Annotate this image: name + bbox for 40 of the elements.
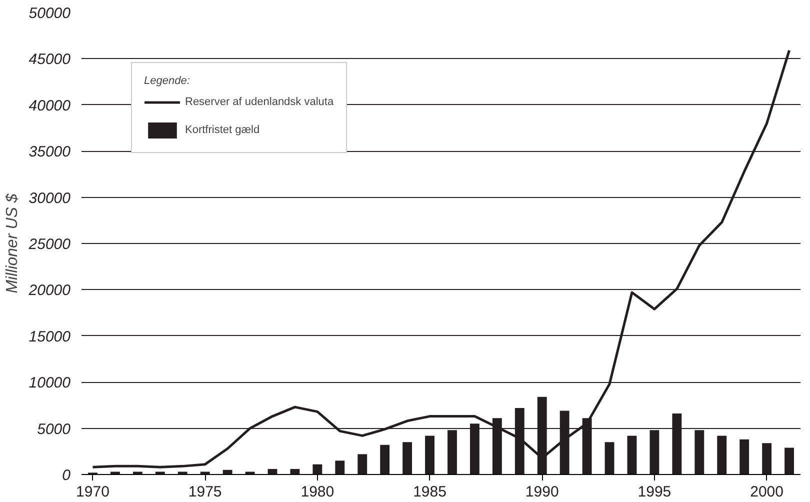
bar [290,468,300,474]
bar [110,472,120,474]
legend-label: Kortfristet gæld [185,124,260,136]
bar [762,443,772,474]
bar [784,448,794,474]
x-tick-label: 1980 [300,484,334,500]
bar [178,472,188,474]
bar [425,436,434,474]
y-tick-label: 25000 [28,236,72,253]
y-tick-label: 50000 [28,5,72,22]
bar [740,439,750,474]
bar [132,472,142,474]
y-tick-label: 15000 [28,328,72,346]
y-axis-title: Millioner US $ [4,192,21,294]
y-tick-label: 10000 [28,374,72,392]
y-tick-label: 0 [62,467,72,484]
bar [380,444,390,474]
x-tick-label: 1985 [413,484,446,500]
legend-label: Reserver af udenlandsk valuta [185,96,334,108]
bar [604,442,614,474]
x-tick-label: 1975 [188,484,222,500]
bar [358,454,368,474]
y-tick-label: 45000 [28,51,72,68]
y-tick-label: 5000 [37,420,72,438]
x-tick-label: 1995 [638,484,672,500]
legend-title: Legende: [144,75,191,87]
y-tick-label: 30000 [28,190,72,207]
bar [717,436,727,474]
bar [200,472,210,474]
bar [312,464,322,474]
x-tick-label: 1990 [525,484,559,500]
x-tick-label: 1970 [76,484,110,500]
bar [627,436,637,474]
y-tick-label: 20000 [28,282,72,300]
bar [335,460,345,474]
y-tick-label: 40000 [28,97,72,114]
bar [402,442,412,474]
x-tick-label: 2000 [750,484,784,500]
y-tick-label: 35000 [28,144,72,161]
bar [155,472,165,474]
